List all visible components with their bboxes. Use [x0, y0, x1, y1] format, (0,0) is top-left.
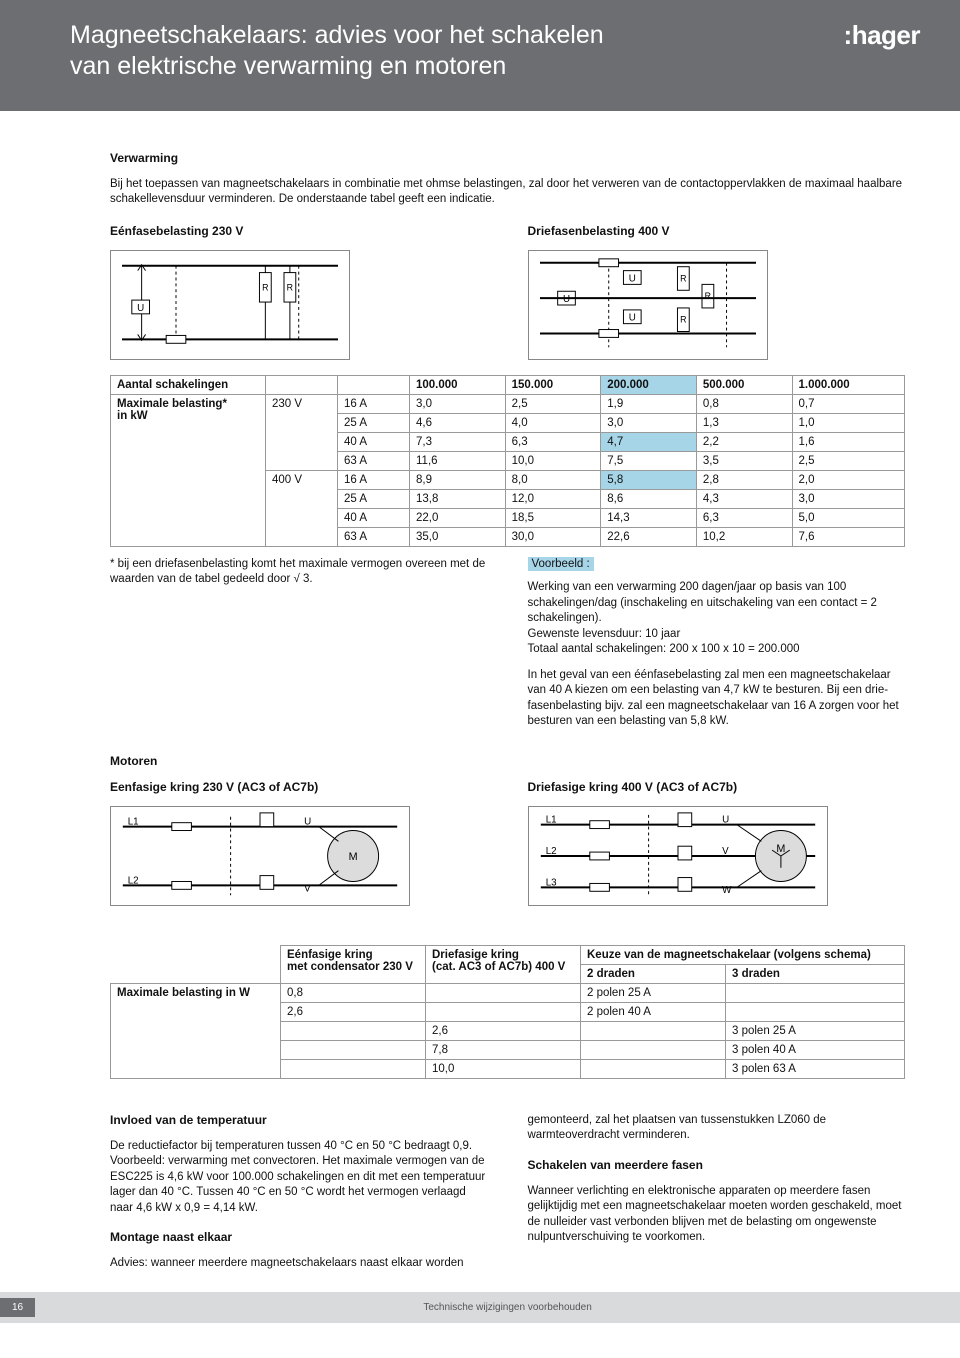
svg-text:L3: L3: [545, 877, 556, 888]
svg-text:L2: L2: [128, 875, 139, 886]
svg-text:R: R: [680, 273, 686, 283]
section-verwarming: Verwarming: [110, 151, 905, 165]
svg-text:R: R: [262, 282, 268, 292]
footer: 16 Technische wijzigingen voorbehouden: [0, 1292, 960, 1323]
svg-text:W: W: [722, 885, 732, 896]
svg-text:U: U: [628, 273, 635, 284]
three-phase-diagram: U U U R R R: [528, 250, 768, 360]
voorbeeld-p1: Werking van een verwarming 200 dagen/jaa…: [528, 580, 906, 627]
svg-text:U: U: [137, 302, 144, 313]
voorbeeld-block: Voorbeeld : Werking van een verwarming 2…: [528, 557, 906, 730]
motor-single-diagram: L1 L2 U V M: [110, 806, 410, 906]
montage-text2: gemonteerd, zal het plaatsen van tussens…: [528, 1113, 906, 1144]
svg-text:R: R: [287, 282, 293, 292]
svg-text:U: U: [722, 814, 729, 825]
brand-logo: :hager: [844, 20, 920, 51]
svg-text:U: U: [562, 294, 569, 305]
svg-text:R: R: [680, 314, 686, 324]
single-phase-label: Eénfasebelasting 230 V: [110, 224, 488, 238]
title-line1: Magneetschakelaars: advies voor het scha…: [70, 21, 604, 49]
footnote: * bij een driefasenbelasting komt het ma…: [110, 557, 488, 730]
svg-text:R: R: [704, 291, 710, 301]
svg-text:V: V: [722, 846, 729, 857]
verwarming-intro: Bij het toepassen van magneetschakelaars…: [110, 177, 905, 208]
svg-text:M: M: [776, 843, 785, 855]
diagram-row-1: Eénfasebelasting 230 V U R R Driefasenbe…: [110, 224, 905, 375]
svg-text:L1: L1: [545, 814, 556, 825]
temp-text: De reductiefactor bij temperaturen tusse…: [110, 1139, 488, 1217]
footer-text: Technische wijzigingen voorbehouden: [55, 1302, 960, 1313]
montage-text1: Advies: wanneer meerdere magneetschakela…: [110, 1256, 488, 1272]
montage-heading: Montage naast elkaar: [110, 1230, 488, 1244]
svg-text:L1: L1: [128, 816, 139, 827]
motoren-three-label: Driefasige kring 400 V (AC3 of AC7b): [528, 780, 906, 794]
svg-text:L2: L2: [545, 846, 556, 857]
three-phase-label: Driefasenbelasting 400 V: [528, 224, 906, 238]
page-number: 16: [0, 1298, 35, 1317]
svg-text:M: M: [349, 851, 358, 863]
title-line2: van elektrische verwarming en motoren: [70, 52, 506, 80]
voorbeeld-p4: In het geval van een éénfasebelasting za…: [528, 668, 906, 730]
temp-heading: Invloed van de temperatuur: [110, 1113, 488, 1127]
voorbeeld-label: Voorbeeld :: [528, 557, 594, 571]
motor-table: Eénfasige kringmet condensator 230 VDrie…: [110, 945, 905, 1079]
voorbeeld-p2: Gewenste levensduur: 10 jaar: [528, 627, 906, 643]
fasen-heading: Schakelen van meerdere fasen: [528, 1158, 906, 1172]
svg-text:U: U: [628, 312, 635, 323]
voorbeeld-p3: Totaal aantal schakelingen: 200 x 100 x …: [528, 642, 906, 658]
svg-text:U: U: [304, 816, 311, 827]
header: Magneetschakelaars: advies voor het scha…: [0, 0, 960, 111]
fasen-text: Wanneer verlichting en elektronische app…: [528, 1184, 906, 1246]
diagram-row-2: Eenfasige kring 230 V (AC3 of AC7b) L1 L2…: [110, 780, 905, 921]
motoren-single-label: Eenfasige kring 230 V (AC3 of AC7b): [110, 780, 488, 794]
section-motoren: Motoren: [110, 754, 905, 768]
svg-text:V: V: [304, 883, 311, 894]
motor-three-diagram: L1 L2 L3 U V W M: [528, 806, 828, 906]
single-phase-diagram: U R R: [110, 250, 350, 360]
main-content: Verwarming Bij het toepassen van magneet…: [0, 111, 960, 1292]
page-title: Magneetschakelaars: advies voor het scha…: [70, 20, 604, 83]
switching-table: Aantal schakelingen100.000150.000200.000…: [110, 375, 905, 547]
